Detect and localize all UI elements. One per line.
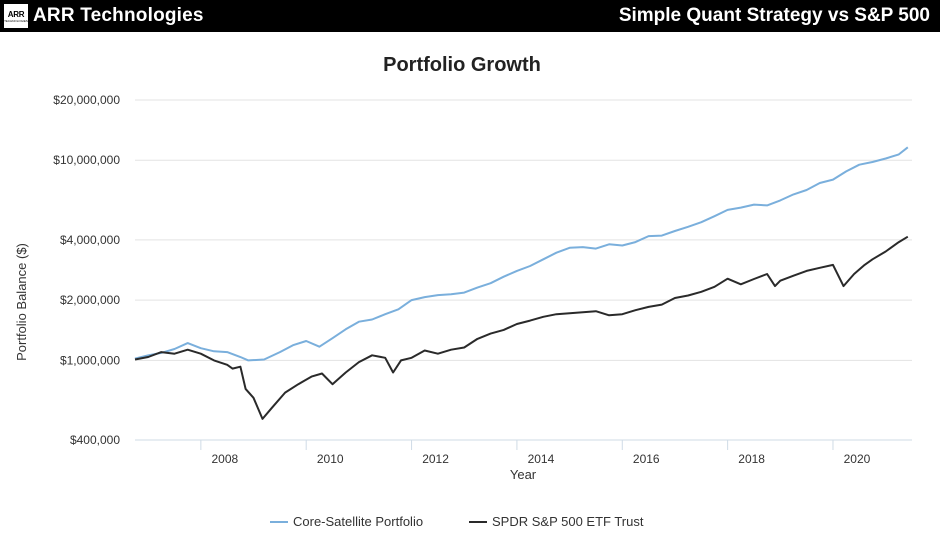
series-line-spy <box>134 235 909 420</box>
header-bar: ARR TECHNOLOGIES ARR Technologies Simple… <box>0 0 940 32</box>
x-tick-label: 2020 <box>844 452 871 466</box>
grid-layer <box>135 99 912 441</box>
chart-title: Portfolio Growth <box>383 54 541 76</box>
x-tick-label: 2010 <box>317 452 344 466</box>
logo-mark: ARR <box>7 9 25 19</box>
legend-label-spy: SPDR S&P 500 ETF Trust <box>492 514 644 529</box>
x-tick-label: 2012 <box>422 452 449 466</box>
series-line-portfolio <box>134 146 909 362</box>
y-tick-label: $4,000,000 <box>60 233 120 247</box>
y-axis-title: Portfolio Balance ($) <box>14 243 29 361</box>
series-layer <box>134 146 909 420</box>
x-tick-label: 2016 <box>633 452 660 466</box>
y-tick-label: $400,000 <box>70 433 120 447</box>
y-tick-label: $20,000,000 <box>53 93 120 107</box>
brand-name: ARR Technologies <box>33 5 204 26</box>
x-tick-label: 2014 <box>528 452 555 466</box>
x-tick-label: 2008 <box>211 452 238 466</box>
y-axis-ticks: $400,000 $1,000,000 $2,000,000 $4,000,000 $1… <box>53 93 120 447</box>
report-headline: Simple Quant Strategy vs S&P 500 <box>618 5 930 26</box>
legend-label-portfolio: Core-Satellite Portfolio <box>293 514 423 529</box>
legend: Core-Satellite Portfolio SPDR S&P 500 ET… <box>270 514 644 529</box>
x-tick-label: 2018 <box>738 452 765 466</box>
y-tick-label: $1,000,000 <box>60 353 120 367</box>
logo-subtext: TECHNOLOGIES <box>4 18 28 23</box>
x-axis-ticks: 2008 2010 2012 2014 2016 2018 2020 <box>200 440 871 466</box>
company-logo: ARR TECHNOLOGIES <box>4 4 28 28</box>
x-axis-title: Year <box>510 467 537 482</box>
y-tick-label: $10,000,000 <box>53 153 120 167</box>
y-tick-label: $2,000,000 <box>60 293 120 307</box>
portfolio-growth-chart: Portfolio Growth $400,000 $1,000,000 $2,00… <box>14 54 912 529</box>
